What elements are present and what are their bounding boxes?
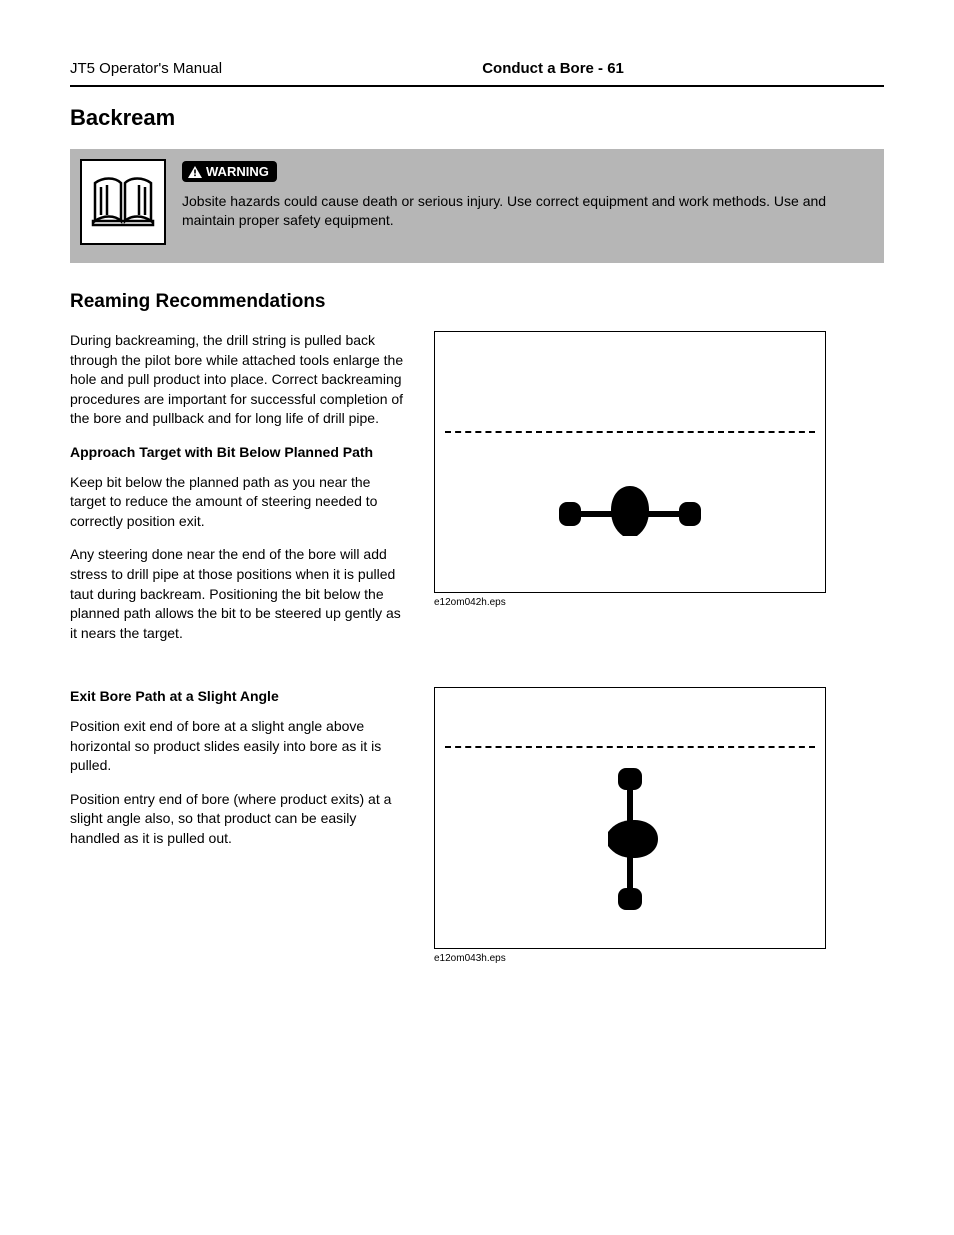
block-a: During backreaming, the drill string is …: [70, 331, 884, 657]
subsection-title: Reaming Recommendations: [70, 291, 884, 313]
drill-head-icon: [545, 474, 715, 554]
header-left: JT5 Operator's Manual: [70, 60, 222, 77]
block-b-text: Exit Bore Path at a Slight Angle Positio…: [70, 687, 410, 862]
block-a-text: During backreaming, the drill string is …: [70, 331, 410, 657]
section-title: Backream: [70, 105, 884, 131]
block-b-figure-col: e12om043h.eps: [434, 687, 884, 964]
figure-b: [434, 687, 826, 949]
warning-badge: WARNING: [182, 161, 277, 182]
page-header: JT5 Operator's Manual Conduct a Bore - 6…: [70, 60, 884, 77]
block-a-p2: Any steering done near the end of the bo…: [70, 545, 410, 643]
drill-head-rotated-icon: [590, 754, 670, 924]
figure-a-dashed-line: [445, 431, 815, 433]
figure-a: [434, 331, 826, 593]
block-a-heading: Approach Target with Bit Below Planned P…: [70, 443, 410, 463]
intro-paragraph: During backreaming, the drill string is …: [70, 331, 410, 429]
block-a-p1: Keep bit below the planned path as you n…: [70, 473, 410, 532]
warning-triangle-icon: [188, 166, 202, 178]
figure-b-dashed-line: [445, 746, 815, 748]
block-b-heading: Exit Bore Path at a Slight Angle: [70, 687, 410, 707]
warning-text: Jobsite hazards could cause death or ser…: [182, 192, 866, 230]
page: JT5 Operator's Manual Conduct a Bore - 6…: [0, 0, 954, 1235]
warning-box: WARNING Jobsite hazards could cause deat…: [70, 149, 884, 263]
figure-a-caption: e12om042h.eps: [434, 597, 884, 608]
block-b: Exit Bore Path at a Slight Angle Positio…: [70, 687, 884, 964]
block-b-p2: Position entry end of bore (where produc…: [70, 790, 410, 849]
warning-badge-text: WARNING: [206, 164, 269, 179]
header-rule: [70, 85, 884, 87]
open-book-icon: [89, 175, 157, 229]
manual-icon-box: [80, 159, 166, 245]
figure-b-caption: e12om043h.eps: [434, 953, 884, 964]
warning-content: WARNING Jobsite hazards could cause deat…: [182, 159, 866, 230]
block-a-figure-col: e12om042h.eps: [434, 331, 884, 608]
header-center: Conduct a Bore - 61: [222, 60, 884, 77]
block-b-p1: Position exit end of bore at a slight an…: [70, 717, 410, 776]
